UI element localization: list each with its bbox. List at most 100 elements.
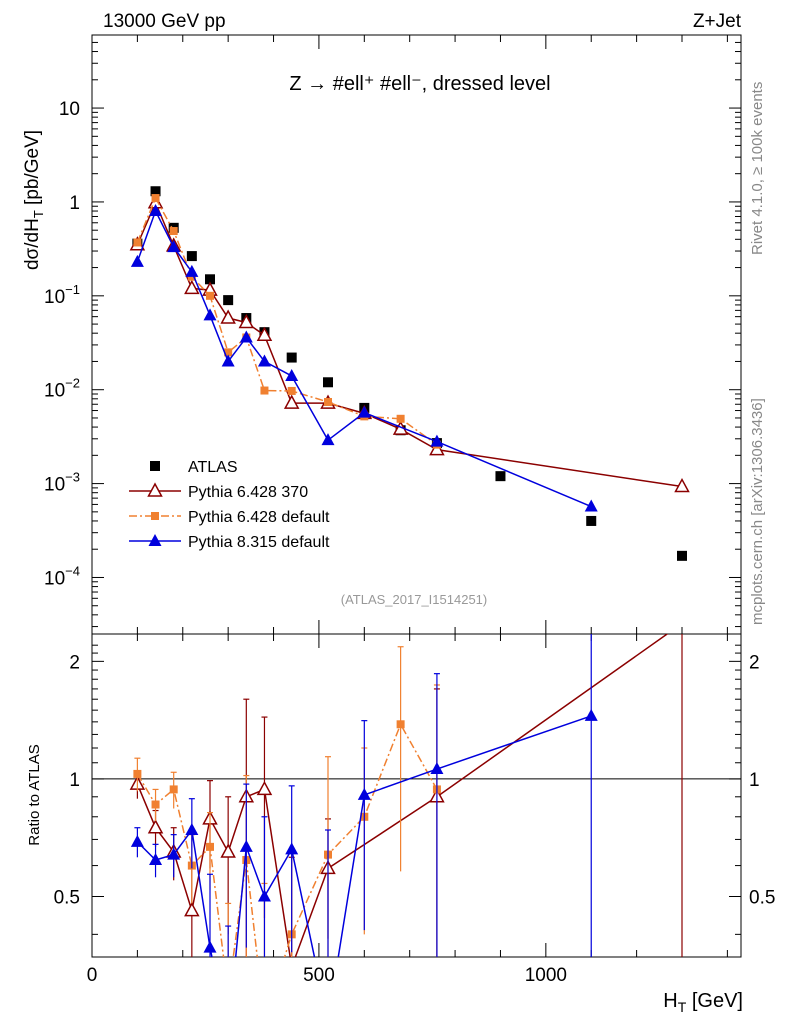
data-point [184,279,200,295]
data-point [223,295,234,306]
plot-title: Z → #ell⁺ #ell⁻, dressed level [289,73,550,95]
data-point [674,477,690,493]
data-point [321,433,335,446]
data-point [257,354,271,367]
data-point [677,550,687,561]
ratio-point [430,762,444,775]
ratio-tick-label-left: 2 [69,652,80,673]
series-3 [130,204,598,512]
ratio-point [184,902,200,917]
data-point [396,414,405,423]
data-point [256,326,273,342]
data-point [584,499,598,512]
data-point [150,186,161,197]
legend-label: ATLAS [188,459,238,476]
data-point [238,313,255,329]
data-point [149,204,163,217]
data-point [286,352,297,363]
ratio-point [257,889,271,902]
data-point [206,291,214,300]
ratio-point [396,720,405,729]
ratio-point [357,787,371,800]
ratio-point [584,708,598,721]
ratio-point [133,769,142,778]
data-point [220,309,236,324]
main-panel: 10−4 10−3 10−2 10−1 1 10 [44,34,742,957]
x-tick-label: 0 [87,965,98,986]
legend-entry: ATLAS [150,459,238,476]
ratio-tick-label-right: 0.5 [749,888,775,909]
data-point [221,354,235,367]
legend-marker [150,461,160,471]
data-point [357,405,371,418]
ratio-line [136,634,669,957]
data-point [430,434,444,447]
ratio-point [285,842,299,855]
ratio-point [256,780,273,796]
ratio-point [220,843,236,858]
ratio-plot-area [129,634,683,957]
legend-marker [148,534,162,546]
ratio-point [167,847,181,860]
y-tick-label: 10−1 [44,282,80,308]
ratio-point [169,785,178,794]
data-point [205,274,215,285]
ratio-point [185,823,199,836]
side-label-bottom: mcplots.cern.ch [arXiv:1306.3436] [749,398,766,625]
data-point [224,348,233,357]
ratio-tick-label-left: 1 [69,770,80,791]
y-axis-label: dσ/dHT [pb/GeV] [22,130,46,270]
legend-label: Pythia 8.315 default [188,534,330,551]
data-point [167,240,181,253]
data-point [586,515,597,526]
ratio-point [203,940,217,953]
data-point [285,368,299,381]
series-line [136,200,683,488]
legend-label: Pythia 6.428 370 [188,484,308,501]
ratio-point [239,839,253,852]
data-point [169,227,178,236]
y-tick-label: 1 [69,193,80,214]
data-point [324,397,332,406]
legend-marker [147,482,163,497]
data-point [133,238,142,247]
analysis-label: (ATLAS_2017_I1514251) [341,592,487,607]
legend-entry: Pythia 6.428 default [129,509,330,526]
ratio-point [130,834,144,847]
legend-label: Pythia 6.428 default [188,509,330,526]
process-label: Z+Jet [693,11,742,32]
data-point [239,330,253,343]
data-point [185,264,199,277]
legend-marker [151,512,159,520]
data-point [323,377,333,388]
data-point [260,386,269,395]
x-axis-label: HT [GeV] [663,990,743,1015]
energy-label: 13000 GeV pp [103,11,226,32]
ratio-tick-label-right: 2 [749,652,760,673]
legend-entry: Pythia 6.428 370 [129,482,308,501]
y-tick-label: 10−3 [44,470,80,496]
main-plot-area [129,186,690,561]
data-point [283,394,300,409]
x-tick-label: 500 [303,965,335,986]
y-tick-label: 10−4 [44,563,80,589]
side-label-top: Rivet 4.1.0, ≥ 100k events [749,82,766,255]
data-point [287,386,296,395]
ratio-tick-label-right: 1 [749,770,760,791]
ratio-series-3 [130,634,598,957]
data-point [130,254,144,267]
ratio-y-axis-label: Ratio to ATLAS [26,744,43,845]
ratio-point [149,853,163,866]
data-point [495,471,506,482]
x-tick-label: 1000 [525,965,567,986]
ratio-point [147,819,164,834]
y-tick-label: 10 [59,99,80,120]
ratio-point [206,842,214,851]
ratio-panel: 0 500 1000 0.5 0.5 1 1 2 2 [54,633,775,986]
legend: ATLAS Pythia 6.428 370 Pythia 6.428 defaul… [129,459,330,551]
y-tick-label: 10−2 [44,376,80,402]
data-point [151,194,160,203]
legend-entry: Pythia 8.315 default [129,534,330,551]
ratio-point [151,800,160,809]
